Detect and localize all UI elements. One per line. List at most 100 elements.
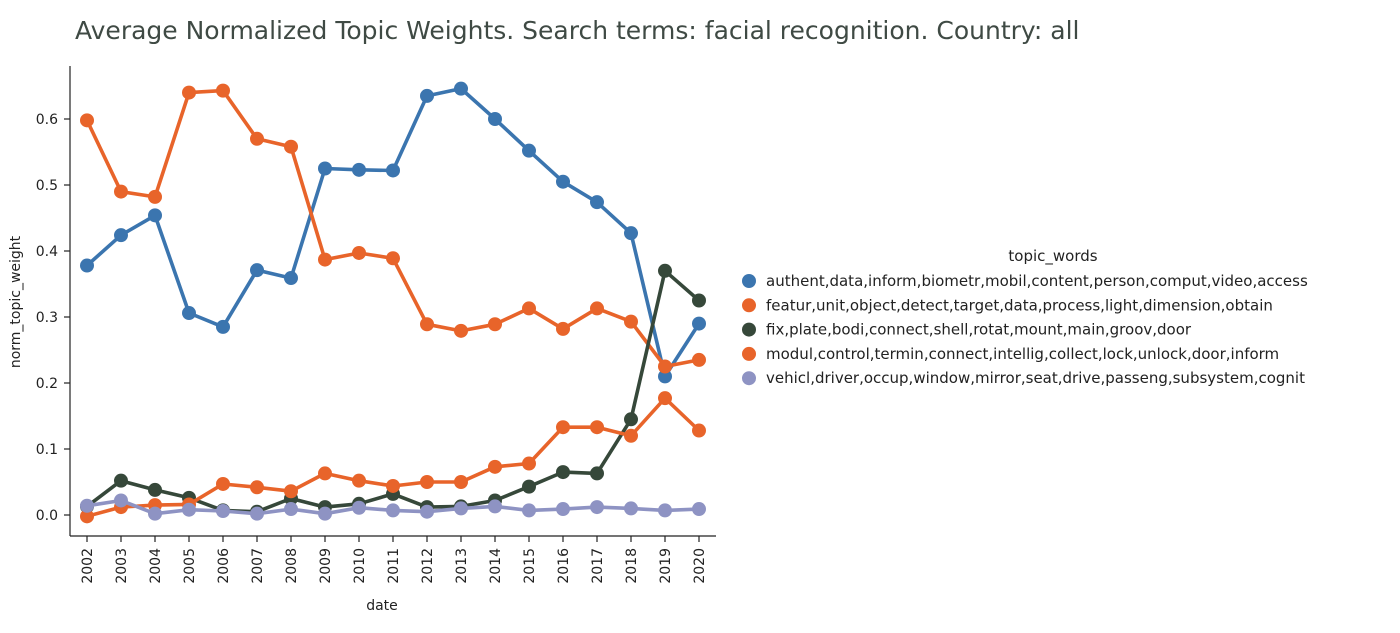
data-point: [352, 500, 366, 515]
data-point: [658, 263, 672, 278]
data-point: [556, 502, 570, 517]
data-point: [590, 500, 604, 515]
y-tick-label: 0.4: [36, 244, 58, 260]
legend-label: vehicl,driver,occup,window,mirror,seat,d…: [766, 369, 1305, 387]
legend-label: modul,control,termin,connect,intellig,co…: [766, 345, 1279, 363]
data-point: [454, 475, 468, 489]
data-point: [692, 293, 706, 308]
x-tick-label: 2009: [318, 548, 334, 584]
data-point: [80, 509, 94, 524]
data-point: [556, 321, 570, 336]
data-point: [80, 113, 94, 128]
data-point: [80, 258, 94, 273]
data-point: [284, 139, 298, 154]
x-axis-label: date: [366, 598, 398, 614]
data-point: [522, 456, 536, 471]
data-point: [182, 502, 196, 517]
data-point: [420, 317, 434, 332]
x-tick-label: 2003: [114, 548, 130, 584]
data-point: [488, 459, 502, 474]
x-tick-label: 2017: [590, 548, 606, 584]
x-tick-label: 2013: [454, 548, 470, 584]
x-tick-label: 2019: [658, 548, 674, 584]
y-tick-label: 0.5: [36, 178, 58, 194]
data-point: [522, 301, 536, 316]
x-tick-label: 2006: [216, 548, 232, 584]
data-point: [352, 473, 366, 488]
legend-marker: [742, 346, 756, 361]
data-point: [386, 503, 400, 518]
data-point: [148, 506, 162, 521]
x-tick-label: 2020: [692, 548, 708, 584]
series-line: [85, 86, 701, 379]
data-point: [216, 83, 230, 98]
data-point: [216, 319, 230, 334]
series-1: [80, 81, 706, 384]
data-point: [590, 466, 604, 481]
y-ticks: 0.0 0.1 0.2 0.3 0.4 0.5 0.6: [36, 112, 70, 524]
data-point: [556, 420, 570, 435]
series-line: [85, 268, 701, 514]
data-point: [590, 195, 604, 210]
data-point: [80, 498, 94, 513]
data-point: [624, 501, 638, 516]
data-point: [488, 317, 502, 332]
axes: [69, 66, 716, 537]
data-point: [114, 473, 128, 488]
data-point: [692, 423, 706, 438]
data-point: [284, 271, 298, 286]
legend-label: authent,data,inform,biometr,mobil,conten…: [766, 272, 1308, 290]
legend-label: featur,unit,object,detect,target,data,pr…: [766, 296, 1273, 314]
data-point: [182, 85, 196, 100]
data-point: [284, 484, 298, 499]
data-point: [488, 112, 502, 126]
data-point: [318, 506, 332, 521]
legend-marker: [742, 371, 756, 386]
data-point: [386, 478, 400, 493]
series-2: [80, 83, 706, 374]
data-point: [454, 81, 468, 96]
data-point: [522, 503, 536, 518]
x-tick-label: 2018: [624, 548, 640, 584]
data-point: [522, 143, 536, 158]
data-point: [658, 359, 672, 374]
legend-label: fix,plate,bodi,connect,shell,rotat,mount…: [766, 321, 1192, 339]
data-point: [590, 301, 604, 316]
x-tick-label: 2007: [250, 548, 266, 584]
data-point: [590, 420, 604, 435]
data-point: [658, 369, 672, 384]
data-point: [216, 504, 230, 519]
data-point: [624, 226, 638, 241]
data-point: [488, 499, 502, 514]
data-point: [352, 245, 366, 260]
series-group: [80, 81, 706, 524]
x-tick-label: 2008: [284, 548, 300, 584]
x-tick-label: 2002: [80, 548, 96, 584]
data-point: [454, 323, 468, 338]
y-tick-label: 0.3: [36, 310, 58, 326]
y-tick-label: 0.6: [36, 112, 58, 128]
data-point: [114, 228, 128, 243]
x-tick-label: 2016: [556, 548, 572, 584]
legend-title: topic_words: [1008, 247, 1097, 266]
data-point: [386, 163, 400, 178]
x-tick-label: 2014: [488, 548, 504, 584]
data-point: [114, 184, 128, 199]
data-point: [250, 131, 264, 146]
x-tick-label: 2011: [386, 548, 402, 584]
data-point: [692, 502, 706, 517]
legend-marker: [742, 322, 756, 337]
data-point: [182, 306, 196, 321]
data-point: [624, 428, 638, 443]
data-point: [420, 88, 434, 103]
data-point: [658, 391, 672, 406]
data-point: [556, 465, 570, 480]
series-line: [85, 88, 700, 369]
data-point: [454, 501, 468, 516]
data-point: [556, 174, 570, 189]
x-tick-label: 2010: [352, 548, 368, 584]
data-point: [352, 162, 366, 177]
x-tick-label: 2005: [182, 548, 198, 584]
legend-marker: [742, 274, 756, 288]
